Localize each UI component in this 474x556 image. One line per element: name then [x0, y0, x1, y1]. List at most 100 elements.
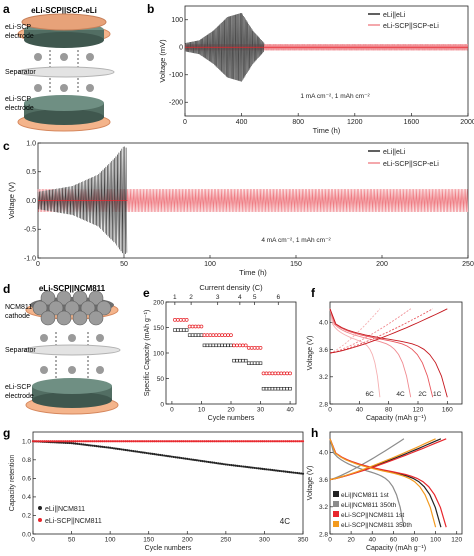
data-point-black	[145, 451, 148, 455]
data-point-red	[238, 343, 242, 348]
data-point-red	[232, 343, 236, 348]
data-point-black	[168, 455, 172, 458]
data-point-black	[151, 452, 154, 455]
data-point-black	[223, 343, 227, 348]
data-point-black	[203, 460, 206, 463]
data-point-red	[263, 440, 266, 443]
data-point-black	[182, 328, 186, 332]
legend-swatch	[333, 511, 339, 517]
data-point-red	[83, 440, 87, 443]
x-tick-label: 350	[298, 537, 309, 544]
data-point-black	[226, 343, 230, 348]
data-point-red	[173, 318, 177, 322]
data-point-red	[249, 346, 254, 350]
y-axis-label: Voltage (V)	[7, 181, 16, 219]
data-point-black	[267, 468, 270, 471]
x-axis-label: Cycle numbers	[208, 415, 255, 422]
data-point-black	[205, 343, 210, 348]
ion-sphere	[60, 84, 68, 92]
x-tick-label: 50	[68, 537, 76, 544]
x-tick-label: 100	[204, 261, 216, 268]
a-top-label-2: electrode	[5, 33, 34, 40]
data-point-black	[290, 471, 293, 474]
data-point-red	[110, 440, 114, 443]
data-point-red	[196, 324, 201, 329]
data-point-red	[220, 440, 224, 443]
data-point-red	[170, 440, 173, 443]
data-point-black	[197, 459, 200, 462]
panel-d: d eLi-SCP||NCM811 NCM811 cathode Separat…	[3, 282, 121, 415]
data-point-red	[298, 440, 301, 443]
legend-label-black: eLi||NCM811	[45, 506, 85, 513]
data-point-black	[261, 467, 264, 470]
data-point-black	[126, 449, 129, 452]
legend-label: eLi-SCP||NCM811 1st	[341, 512, 404, 519]
data-point-black	[173, 328, 177, 332]
y-tick-label: 0	[179, 45, 183, 52]
data-point-black	[83, 443, 87, 446]
data-point-black	[193, 458, 197, 462]
x-tick-label: 250	[220, 537, 231, 544]
data-point-black	[249, 466, 253, 469]
data-point-black	[101, 445, 104, 448]
data-point-black	[270, 386, 275, 391]
data-point-black	[70, 442, 73, 445]
chart-c: 0 50 100 150 200 250 -1.0 -0.5 0.0 0.5 1.0 Time (h)…	[7, 140, 474, 277]
data-point-red	[236, 440, 239, 443]
data-point-red	[49, 440, 52, 443]
data-point-black	[188, 458, 191, 461]
data-point-red	[261, 371, 266, 376]
data-point-black	[253, 466, 256, 470]
ion-sphere	[34, 53, 42, 61]
x-tick-label: 0	[36, 261, 40, 268]
data-point-red	[89, 440, 92, 443]
data-point-black	[273, 386, 278, 391]
data-point-black	[209, 461, 212, 464]
data-point-black	[220, 462, 224, 465]
data-point-red	[259, 440, 262, 443]
data-point-black	[247, 466, 251, 469]
data-point-red	[45, 440, 48, 443]
data-point-red	[265, 440, 268, 443]
data-point-red	[174, 440, 177, 443]
data-point-red	[273, 371, 278, 376]
legend-label: eLi-SCP||NCM811 350th	[341, 522, 412, 529]
data-point-black	[245, 465, 249, 469]
data-point-red	[214, 333, 219, 337]
data-point-red	[264, 371, 269, 376]
data-point-red	[205, 333, 210, 337]
x-tick-label: 400	[236, 119, 248, 126]
y-tick-label: 3.6	[319, 477, 328, 484]
data-point-red	[276, 371, 281, 376]
chart-b: 0 400 800 1200 1600 2000 -200 -100 0 100 Time (h) V…	[158, 5, 474, 135]
data-point-red	[120, 440, 123, 443]
data-point-black	[244, 358, 248, 363]
x-tick-label: 1600	[404, 119, 420, 126]
legend-label-black: eLi||eLi	[383, 149, 406, 156]
annotation: 1 mA cm⁻², 1 mAh cm⁻²	[300, 93, 370, 100]
data-point-black	[251, 466, 254, 469]
x-tick-label: 100	[105, 537, 116, 544]
data-point-black	[247, 361, 251, 365]
ncm-particle	[56, 310, 72, 326]
data-point-red	[217, 333, 222, 337]
data-point-black	[301, 472, 305, 475]
data-point-red	[280, 440, 283, 443]
x-axis-label: Capacity (mAh g⁻¹)	[366, 545, 426, 552]
data-point-red	[134, 440, 137, 443]
data-point-black	[238, 358, 242, 363]
plot-frame	[329, 301, 463, 405]
ion-sphere	[86, 53, 94, 61]
data-point-red	[292, 440, 295, 443]
legend-swatch	[333, 491, 339, 497]
data-point-black	[211, 461, 214, 464]
d-bottom-label-1: eLi-SCP	[5, 384, 31, 391]
panel-label-d: d	[3, 282, 10, 296]
data-point-red	[201, 440, 204, 443]
data-point-black	[66, 441, 69, 445]
y-tick-label: 0.0	[26, 198, 36, 205]
data-point-black	[261, 386, 266, 391]
data-point-red	[82, 440, 85, 443]
data-point-red	[76, 440, 79, 443]
data-point-red	[191, 440, 195, 443]
